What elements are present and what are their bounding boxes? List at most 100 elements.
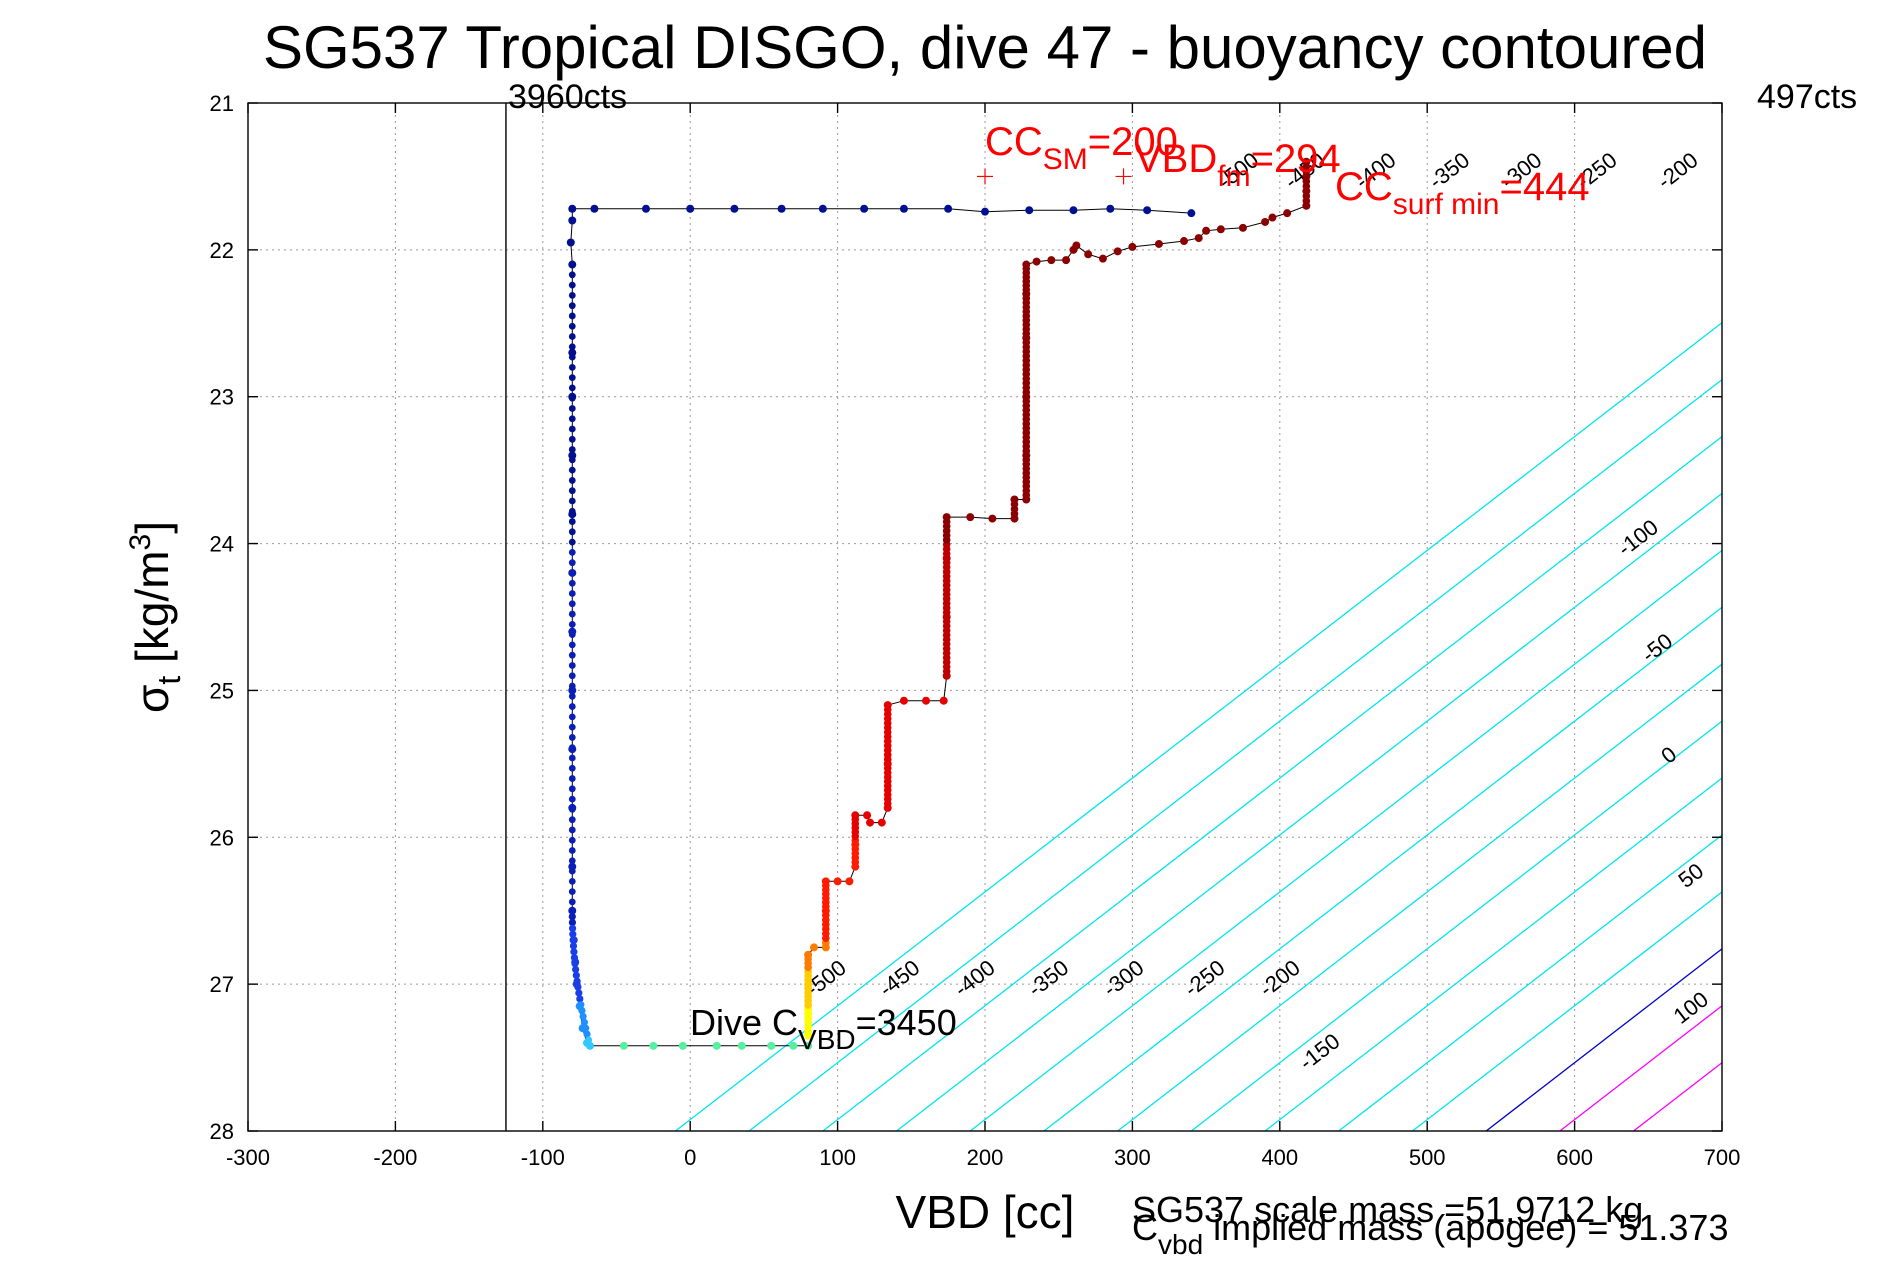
ascent-point (942, 558, 951, 567)
descent-point (568, 322, 576, 330)
descent-point (568, 641, 576, 649)
x-tick-label: -100 (521, 1145, 565, 1170)
descent-point (737, 1041, 746, 1050)
descent-point (578, 1006, 586, 1015)
contour-line (675, 321, 1722, 1131)
chart-title: SG537 Tropical DISGO, dive 47 - buoyancy… (263, 14, 1707, 81)
descent-point (568, 888, 576, 896)
descent-point (568, 487, 576, 495)
contour-line (748, 378, 1722, 1131)
ascent-point (1238, 223, 1247, 232)
descent-point (568, 538, 576, 546)
descent-point (899, 204, 908, 213)
descent-point (569, 936, 577, 944)
descent-point (568, 394, 576, 402)
ascent-point (1010, 500, 1019, 509)
descent-point (568, 415, 576, 423)
descent-point (568, 518, 576, 525)
descent-point (1069, 206, 1078, 215)
y-axis-ticks: 21 22 23 24 25 26 27 28 (210, 91, 1722, 1144)
ascent-point (1216, 225, 1225, 234)
descent-point (568, 477, 576, 484)
descent-point (568, 610, 576, 618)
descent-point (583, 1030, 591, 1038)
footer-implied-mass: Cvbd implied mass (apogee) = 51.373 (1132, 1207, 1728, 1260)
y-tick-label: 25 (210, 678, 234, 703)
descent-point (568, 384, 576, 392)
descent-point (1187, 209, 1196, 218)
descent-point (568, 548, 576, 556)
descent-point (730, 204, 739, 213)
descent-point (568, 363, 576, 371)
descent-point (804, 1041, 813, 1050)
ascent-point (804, 955, 812, 963)
ascent-point (845, 877, 854, 886)
ascent-point (866, 818, 875, 827)
y-tick-label: 22 (210, 238, 234, 263)
vbd-fm-main: VBD (1135, 137, 1217, 181)
descent-point (574, 983, 582, 991)
descent-point (568, 924, 577, 932)
vbd-fm-value: =294 (1251, 137, 1341, 181)
ascent-point (1154, 239, 1163, 248)
ascent-point (883, 764, 892, 773)
descent-point (580, 1018, 588, 1026)
descent-point (568, 723, 576, 731)
descent-point (568, 692, 576, 700)
descent-point (981, 207, 989, 216)
x-tick-label: 700 (1704, 1145, 1741, 1170)
y-label-sup: 3 (124, 534, 157, 551)
descent-point (568, 559, 576, 567)
contour-line (1264, 777, 1722, 1131)
ascent-points (804, 157, 1311, 1040)
plot-area (248, 103, 1722, 1131)
annotation-dive-c-vbd: Dive CVBD=3450 (690, 1002, 957, 1055)
ascent-point (810, 943, 819, 952)
descent-point (572, 965, 580, 974)
ascent-point (1022, 338, 1031, 347)
ascent-point (1032, 257, 1041, 266)
y-label-sub: t (151, 676, 187, 685)
descent-point (590, 204, 599, 213)
ascent-point (851, 845, 860, 853)
descent-point (568, 877, 576, 885)
x-tick-label: -300 (226, 1145, 270, 1170)
descent-point (686, 204, 695, 213)
descent-point (1143, 206, 1152, 215)
ascent-point (877, 818, 886, 827)
descent-point (568, 204, 577, 213)
descent-point (568, 569, 576, 577)
cc-sm-sub: SM (1043, 143, 1088, 176)
descent-point (571, 959, 579, 968)
x-tick-label: 0 (684, 1145, 696, 1170)
descent-point (568, 907, 576, 915)
contour-line (1338, 834, 1722, 1131)
ascent-point (1268, 213, 1277, 222)
descent-point (568, 600, 576, 608)
descent-point (568, 836, 576, 844)
descent-point (568, 291, 576, 299)
descent-point (568, 805, 576, 813)
ascent-point (1302, 192, 1311, 200)
contour-line (1043, 606, 1722, 1131)
ascent-point (1302, 162, 1311, 171)
ascent-point (833, 877, 842, 886)
footer-scale-mass: SG537 scale mass =51.9712 kg (1132, 1189, 1643, 1230)
descent-point (568, 353, 576, 361)
descent-point (568, 333, 576, 340)
descent-point (570, 948, 578, 956)
dive-c-value: =3450 (856, 1002, 957, 1043)
dive-c-main: Dive C (690, 1002, 798, 1043)
y-tick-label: 27 (210, 972, 234, 997)
descent-point (572, 971, 580, 979)
ascent-point (1113, 247, 1122, 256)
contour-line (1190, 720, 1722, 1131)
ascent-point (1194, 234, 1203, 243)
cvbd-sub: vbd (1158, 1229, 1203, 1260)
vline-counts-label: 3960cts (508, 78, 627, 116)
ascent-point (1022, 397, 1031, 406)
x-tick-label: 200 (967, 1145, 1004, 1170)
x-tick-label: -200 (373, 1145, 417, 1170)
descent-point (568, 764, 576, 772)
contour-line (1117, 663, 1722, 1131)
